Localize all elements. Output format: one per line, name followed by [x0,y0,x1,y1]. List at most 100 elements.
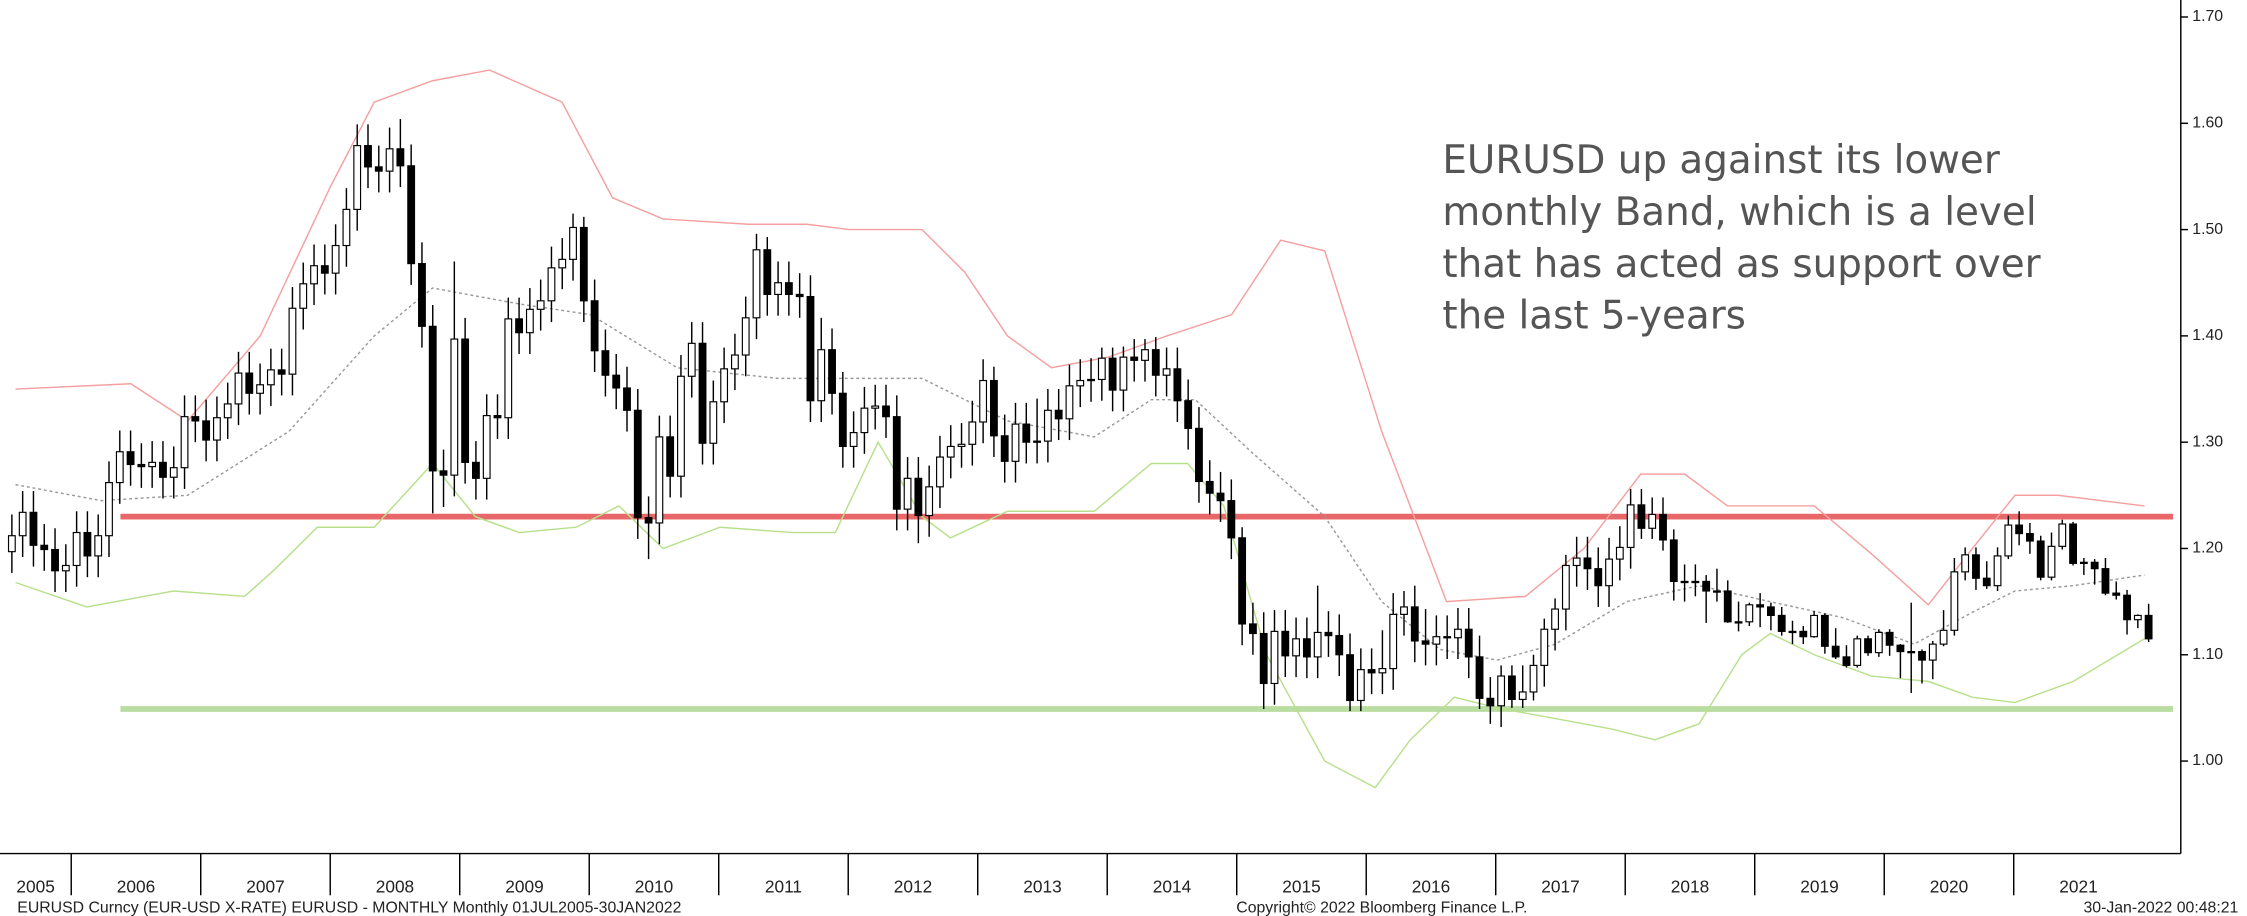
candle-body [698,342,707,444]
candle-body [29,511,38,546]
x-tick-label: 2021 [2059,877,2097,897]
annotation-line: EURUSD up against its lower [1442,138,1999,183]
candle-body [482,415,491,479]
candle-body [1561,564,1570,610]
x-tick-label: 2019 [1800,877,1838,897]
candle-body [428,325,437,472]
candle-body [1659,513,1667,541]
candle-body [1464,628,1473,658]
candle-body [1205,480,1214,494]
candle-body [1302,638,1311,658]
candle-body [741,317,750,356]
candle-body [1907,650,1916,654]
candle-body [1367,669,1376,674]
candle-body [515,318,524,334]
candle-body [126,451,135,466]
candle-body [817,349,826,402]
candle-body [2123,594,2131,621]
candle-body [2101,568,2110,594]
candle-body [385,148,394,172]
candle-body [234,372,243,405]
x-tick-label: 2008 [376,877,414,897]
y-tick-label: 1.70 [2192,8,2223,25]
candle-body [1702,580,1711,592]
candle-body [1324,631,1333,637]
candle-body [882,405,890,418]
candle-body [169,467,178,478]
candle-body [1615,546,1624,560]
candle-body [1173,368,1182,402]
candle-body [1410,606,1419,642]
candle-body [1443,636,1452,639]
candle-body [1950,571,1959,631]
candle-body [277,369,286,375]
candle-body [407,165,416,265]
candle-body [655,436,664,524]
candle-body [1065,385,1074,420]
candle-body [1216,492,1225,502]
candle-body [148,461,157,468]
candle-body [288,307,297,375]
candle-body [1033,440,1042,443]
candle-body [1313,631,1322,658]
candle-body [547,267,556,302]
candle-body [1054,409,1063,420]
annotation-line: that has acted as support over [1442,242,2040,287]
candle-body [2144,614,2153,640]
candle-body [51,548,59,572]
candle-body [1982,577,1991,587]
candle-body [1874,631,1883,654]
candle-body [623,387,631,411]
candle-body [1810,614,1819,638]
candle-body [1454,628,1462,639]
candle-body [1097,357,1106,381]
candle-body [1238,537,1247,625]
candle-body [2047,545,2056,578]
candle-body [1022,423,1031,443]
candle-body [1162,368,1171,376]
candle-body [137,463,146,468]
candle-body [1626,504,1635,548]
candle-body [1000,435,1009,462]
candle-body [1486,697,1495,707]
candle-body [191,416,200,422]
candle-body [590,300,599,352]
candle-body [1961,554,1970,573]
candle-body [828,349,836,394]
candle-body [342,208,351,247]
annotation-line: monthly Band, which is a level [1442,190,2036,235]
candle-body [450,338,459,476]
candle-body [1842,656,1851,666]
candle-body [61,564,70,572]
candle-body [2058,523,2067,547]
candle-body [1432,636,1441,645]
candle-body [1918,650,1926,661]
candle-body [579,226,588,302]
candle-body [1259,632,1268,685]
candle-body [1605,558,1613,587]
candle-body [968,421,977,445]
candle-body [709,401,718,444]
x-tick-label: 2017 [1541,877,1579,897]
candle-body [1119,356,1128,391]
x-tick-label: 2005 [16,877,54,897]
candle-body [1011,423,1020,462]
footer-center: Copyright© 2022 Bloomberg Finance L.P. [1236,899,1527,916]
candle-body [569,226,577,260]
candle-body [644,517,653,524]
candle-body [1195,427,1203,483]
candle-body [223,403,232,419]
band-line [15,69,2145,606]
candle-body [72,531,81,567]
candle-body [1669,539,1678,582]
candle-body [1043,409,1052,442]
candle-body [504,318,513,419]
y-tick-label: 1.40 [2192,327,2223,344]
candle-body [461,338,470,463]
candle-body [1864,638,1872,654]
candle-body [666,436,675,477]
candle-body [374,166,383,172]
candle-body [1346,654,1354,702]
candle-body [353,145,362,210]
candle-body [331,244,340,274]
